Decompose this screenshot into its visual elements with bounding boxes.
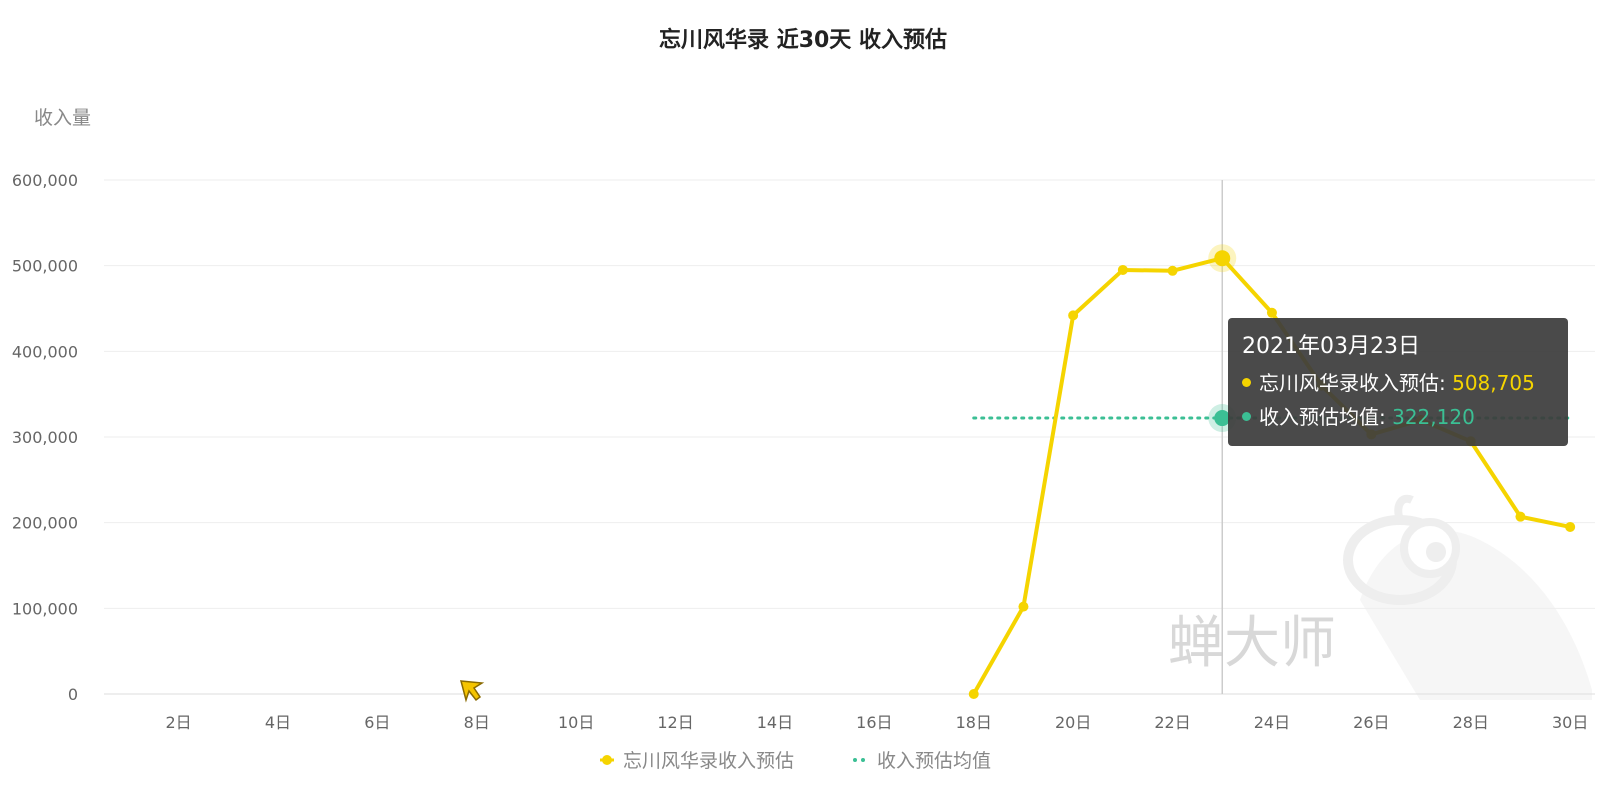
y-axis-label: 收入量 bbox=[34, 107, 91, 129]
legend-item-average[interactable]: 收入预估均值 bbox=[853, 750, 991, 772]
x-tick-label: 22日 bbox=[1154, 713, 1190, 732]
tooltip: 2021年03月23日 忘川风华录收入预估: 508,705 收入预估均值: 3… bbox=[1228, 318, 1568, 446]
x-tick-label: 2日 bbox=[165, 713, 191, 732]
revenue-point[interactable] bbox=[1515, 511, 1526, 522]
revenue-point[interactable] bbox=[1018, 601, 1029, 612]
legend-item-revenue[interactable]: 忘川风华录收入预估 bbox=[600, 750, 794, 772]
y-tick-label: 600,000 bbox=[12, 171, 78, 190]
y-tick-label: 100,000 bbox=[12, 599, 78, 618]
x-tick-label: 8日 bbox=[464, 713, 490, 732]
x-tick-label: 10日 bbox=[558, 713, 594, 732]
x-tick-label: 26日 bbox=[1353, 713, 1389, 732]
x-axis-ticks: 2日 4日 6日 8日 10日 12日 14日 16日 18日 20日 22日 24日 26日 28日 30… bbox=[165, 713, 1588, 732]
revenue-point[interactable] bbox=[1266, 307, 1277, 318]
y-tick-label: 0 bbox=[68, 685, 78, 704]
revenue-point[interactable] bbox=[1214, 250, 1231, 267]
x-tick-label: 30日 bbox=[1552, 713, 1588, 732]
tooltip-name-average: 收入预估均值 bbox=[1259, 405, 1379, 429]
x-tick-label: 4日 bbox=[265, 713, 291, 732]
y-axis-ticks: 0 100,000 200,000 300,000 400,000 500,000 600,… bbox=[12, 171, 78, 704]
revenue-point[interactable] bbox=[1117, 264, 1128, 275]
tooltip-name-revenue: 忘川风华录收入预估 bbox=[1259, 371, 1439, 395]
cicada-mascot-icon bbox=[1343, 494, 1592, 700]
y-tick-label: 300,000 bbox=[12, 428, 78, 447]
x-tick-label: 16日 bbox=[856, 713, 892, 732]
x-tick-label: 18日 bbox=[956, 713, 992, 732]
tooltip-dot-revenue bbox=[1242, 378, 1251, 387]
revenue-point[interactable] bbox=[1565, 521, 1576, 532]
revenue-point[interactable] bbox=[968, 689, 979, 699]
tooltip-date: 2021年03月23日 bbox=[1242, 334, 1420, 359]
watermark-text: 蝉大师 bbox=[1168, 611, 1336, 676]
tooltip-dot-average bbox=[1242, 412, 1251, 421]
legend-label-revenue: 忘川风华录收入预估 bbox=[623, 750, 794, 772]
tooltip-row-revenue: 忘川风华录收入预估: 508,705 bbox=[1242, 366, 1554, 400]
x-tick-label: 6日 bbox=[364, 713, 390, 732]
average-point[interactable] bbox=[1214, 410, 1231, 427]
x-tick-label: 28日 bbox=[1453, 713, 1489, 732]
y-tick-label: 400,000 bbox=[12, 342, 78, 361]
y-tick-label: 500,000 bbox=[12, 257, 78, 276]
tooltip-row-average: 收入预估均值: 322,120 bbox=[1242, 400, 1554, 434]
watermark: 蝉大师 bbox=[1168, 494, 1592, 700]
legend: 忘川风华录收入预估 收入预估均值 bbox=[600, 750, 991, 772]
y-tick-label: 200,000 bbox=[12, 514, 78, 533]
chart-title: 忘川风华录 近30天 收入预估 bbox=[659, 27, 947, 53]
revenue-point[interactable] bbox=[1167, 265, 1178, 276]
x-tick-label: 12日 bbox=[657, 713, 693, 732]
tooltip-value-average: 322,120 bbox=[1392, 405, 1475, 429]
x-tick-label: 14日 bbox=[757, 713, 793, 732]
revenue-point[interactable] bbox=[1068, 310, 1079, 321]
x-tick-label: 20日 bbox=[1055, 713, 1091, 732]
tooltip-value-revenue: 508,705 bbox=[1452, 371, 1535, 395]
pointer-cursor-icon bbox=[460, 680, 485, 703]
legend-label-average: 收入预估均值 bbox=[877, 750, 991, 772]
x-tick-label: 24日 bbox=[1254, 713, 1290, 732]
grid bbox=[104, 179, 1595, 695]
